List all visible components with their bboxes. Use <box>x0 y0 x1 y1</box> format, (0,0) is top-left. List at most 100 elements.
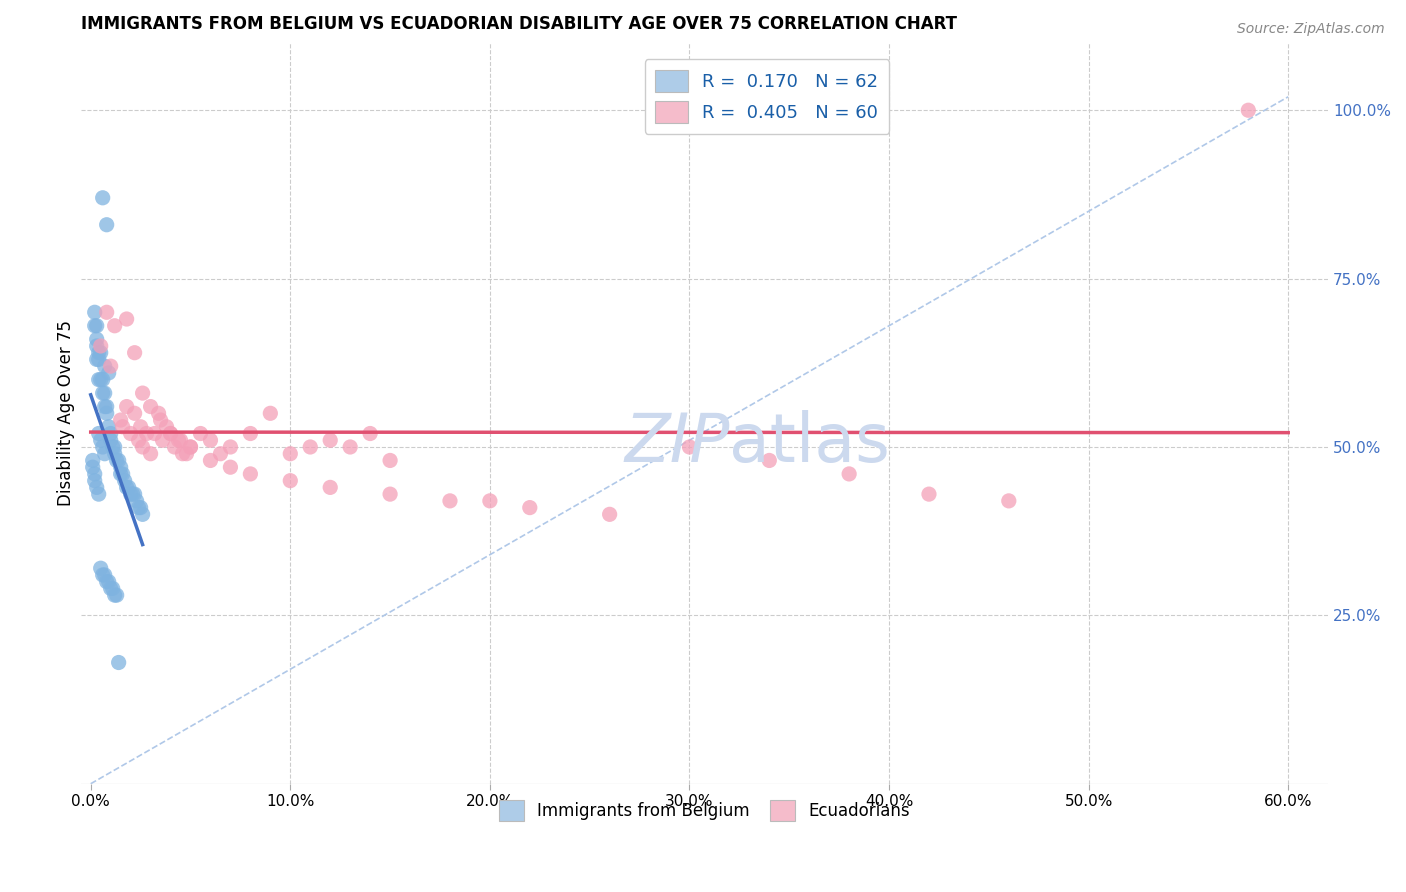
Point <box>120 426 142 441</box>
Point <box>96 574 118 589</box>
Point <box>128 434 150 448</box>
Point <box>104 588 127 602</box>
Point <box>96 218 118 232</box>
Point <box>997 494 1019 508</box>
Point <box>219 460 242 475</box>
Point <box>87 373 110 387</box>
Point <box>87 345 110 359</box>
Point <box>167 434 190 448</box>
Point <box>152 434 174 448</box>
Point <box>90 561 112 575</box>
Point <box>135 426 157 441</box>
Point <box>125 494 148 508</box>
Point <box>97 366 120 380</box>
Point <box>107 453 129 467</box>
Point <box>149 413 172 427</box>
Point <box>319 480 342 494</box>
Point <box>83 318 105 333</box>
Point <box>155 419 177 434</box>
Point <box>319 434 342 448</box>
Point <box>82 460 104 475</box>
Point <box>121 487 143 501</box>
Point <box>129 500 152 515</box>
Point <box>91 191 114 205</box>
Point <box>91 568 114 582</box>
Point <box>599 508 621 522</box>
Text: Source: ZipAtlas.com: Source: ZipAtlas.com <box>1237 22 1385 37</box>
Point <box>86 332 108 346</box>
Point <box>131 386 153 401</box>
Point <box>86 352 108 367</box>
Point <box>93 386 115 401</box>
Point <box>96 305 118 319</box>
Point <box>124 345 146 359</box>
Point <box>100 434 122 448</box>
Point <box>93 447 115 461</box>
Point <box>378 453 401 467</box>
Point <box>139 447 162 461</box>
Point <box>110 467 132 481</box>
Point <box>758 453 780 467</box>
Point <box>1237 103 1260 118</box>
Point <box>172 447 194 461</box>
Point <box>86 339 108 353</box>
Point <box>299 440 322 454</box>
Point <box>131 508 153 522</box>
Point <box>104 318 127 333</box>
Point <box>90 434 112 448</box>
Point <box>100 426 122 441</box>
Legend: Immigrants from Belgium, Ecuadorians: Immigrants from Belgium, Ecuadorians <box>492 794 917 827</box>
Y-axis label: Disability Age Over 75: Disability Age Over 75 <box>58 320 75 507</box>
Point <box>83 474 105 488</box>
Text: atlas: atlas <box>730 410 890 476</box>
Point <box>107 656 129 670</box>
Point <box>120 487 142 501</box>
Point <box>105 588 128 602</box>
Point <box>93 359 115 374</box>
Point <box>101 582 124 596</box>
Point <box>87 487 110 501</box>
Point <box>91 373 114 387</box>
Point <box>128 500 150 515</box>
Point <box>148 406 170 420</box>
Point <box>179 440 201 454</box>
Point <box>259 406 281 420</box>
Text: ZIP: ZIP <box>624 410 730 476</box>
Point <box>87 426 110 441</box>
Point <box>159 426 181 441</box>
Point <box>918 487 941 501</box>
Point <box>115 400 138 414</box>
Point <box>90 345 112 359</box>
Point <box>105 453 128 467</box>
Point <box>124 487 146 501</box>
Point <box>83 305 105 319</box>
Point <box>86 480 108 494</box>
Point <box>110 413 132 427</box>
Point <box>97 419 120 434</box>
Point <box>96 400 118 414</box>
Point <box>143 426 166 441</box>
Point <box>159 426 181 441</box>
Point <box>90 339 112 353</box>
Point <box>239 467 262 481</box>
Point <box>209 447 232 461</box>
Point <box>91 440 114 454</box>
Point <box>278 447 301 461</box>
Point <box>139 400 162 414</box>
Point <box>169 434 191 448</box>
Point <box>163 440 186 454</box>
Point <box>478 494 501 508</box>
Point <box>115 480 138 494</box>
Point <box>90 373 112 387</box>
Point <box>104 440 127 454</box>
Point <box>359 426 381 441</box>
Point <box>82 453 104 467</box>
Point <box>179 440 201 454</box>
Point <box>519 500 541 515</box>
Point <box>219 440 242 454</box>
Point <box>176 447 198 461</box>
Point <box>838 467 860 481</box>
Point <box>117 480 139 494</box>
Point <box>100 359 122 374</box>
Point <box>86 318 108 333</box>
